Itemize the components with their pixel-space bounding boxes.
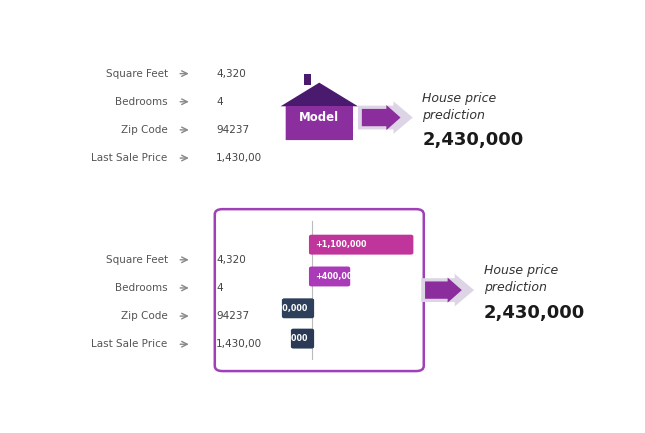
Text: -200,000: -200,000 — [269, 334, 308, 343]
Text: 1,430,00: 1,430,00 — [216, 153, 263, 163]
Text: 2,430,000: 2,430,000 — [422, 131, 524, 149]
Text: 94237: 94237 — [216, 125, 249, 135]
Text: Zip Code: Zip Code — [121, 311, 168, 321]
FancyBboxPatch shape — [215, 209, 424, 371]
Text: prediction: prediction — [484, 281, 546, 294]
Polygon shape — [286, 107, 353, 140]
Text: Zip Code: Zip Code — [121, 125, 168, 135]
Text: Bedrooms: Bedrooms — [115, 283, 168, 293]
FancyArrow shape — [362, 105, 401, 130]
FancyArrow shape — [358, 101, 413, 134]
Text: House price: House price — [422, 91, 497, 105]
Text: +400,000: +400,000 — [315, 272, 358, 281]
Text: House price: House price — [484, 264, 558, 277]
FancyBboxPatch shape — [291, 329, 314, 349]
FancyBboxPatch shape — [309, 267, 350, 287]
Text: 4: 4 — [216, 283, 223, 293]
Text: 4,320: 4,320 — [216, 255, 246, 265]
Text: Square Feet: Square Feet — [106, 68, 168, 79]
Text: 94237: 94237 — [216, 311, 249, 321]
Text: -300,000: -300,000 — [269, 304, 308, 313]
Text: 1,430,00: 1,430,00 — [216, 339, 263, 349]
Text: Model: Model — [299, 111, 339, 124]
FancyBboxPatch shape — [282, 298, 314, 318]
Text: Square Feet: Square Feet — [106, 255, 168, 265]
Polygon shape — [281, 83, 358, 140]
Text: +1,100,000: +1,100,000 — [315, 240, 367, 249]
Text: 4: 4 — [216, 97, 223, 107]
Text: prediction: prediction — [422, 109, 485, 122]
Text: Bedrooms: Bedrooms — [115, 97, 168, 107]
Text: 2,430,000: 2,430,000 — [484, 304, 585, 322]
FancyBboxPatch shape — [304, 74, 311, 85]
FancyArrow shape — [425, 278, 462, 303]
Text: 4,320: 4,320 — [216, 68, 246, 79]
Text: Last Sale Price: Last Sale Price — [92, 339, 168, 349]
Text: Last Sale Price: Last Sale Price — [92, 153, 168, 163]
FancyBboxPatch shape — [309, 235, 413, 255]
FancyArrow shape — [421, 274, 474, 307]
